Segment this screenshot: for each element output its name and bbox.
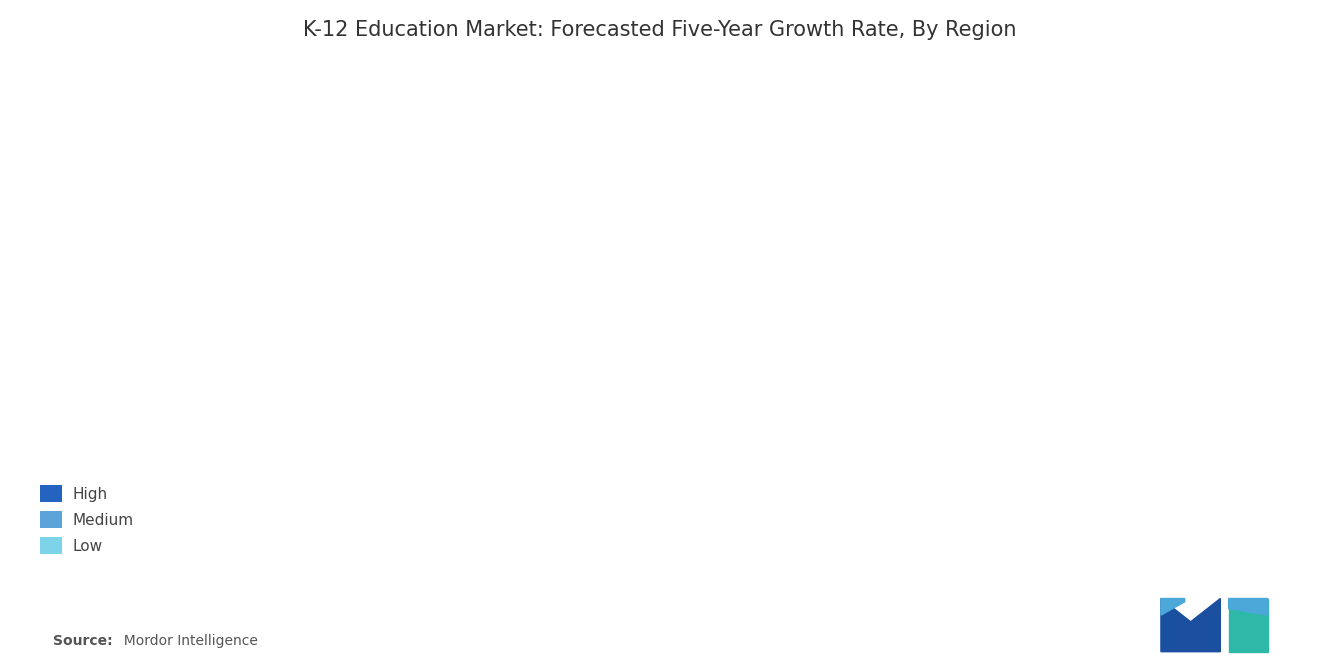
Text: K-12 Education Market: Forecasted Five-Year Growth Rate, By Region: K-12 Education Market: Forecasted Five-Y… [304,20,1016,40]
Polygon shape [1229,598,1267,652]
Polygon shape [1229,598,1267,615]
Polygon shape [1162,598,1185,615]
Polygon shape [1162,598,1220,652]
Legend: High, Medium, Low: High, Medium, Low [34,479,140,561]
Text: Mordor Intelligence: Mordor Intelligence [115,634,257,648]
Text: Source:: Source: [53,634,112,648]
